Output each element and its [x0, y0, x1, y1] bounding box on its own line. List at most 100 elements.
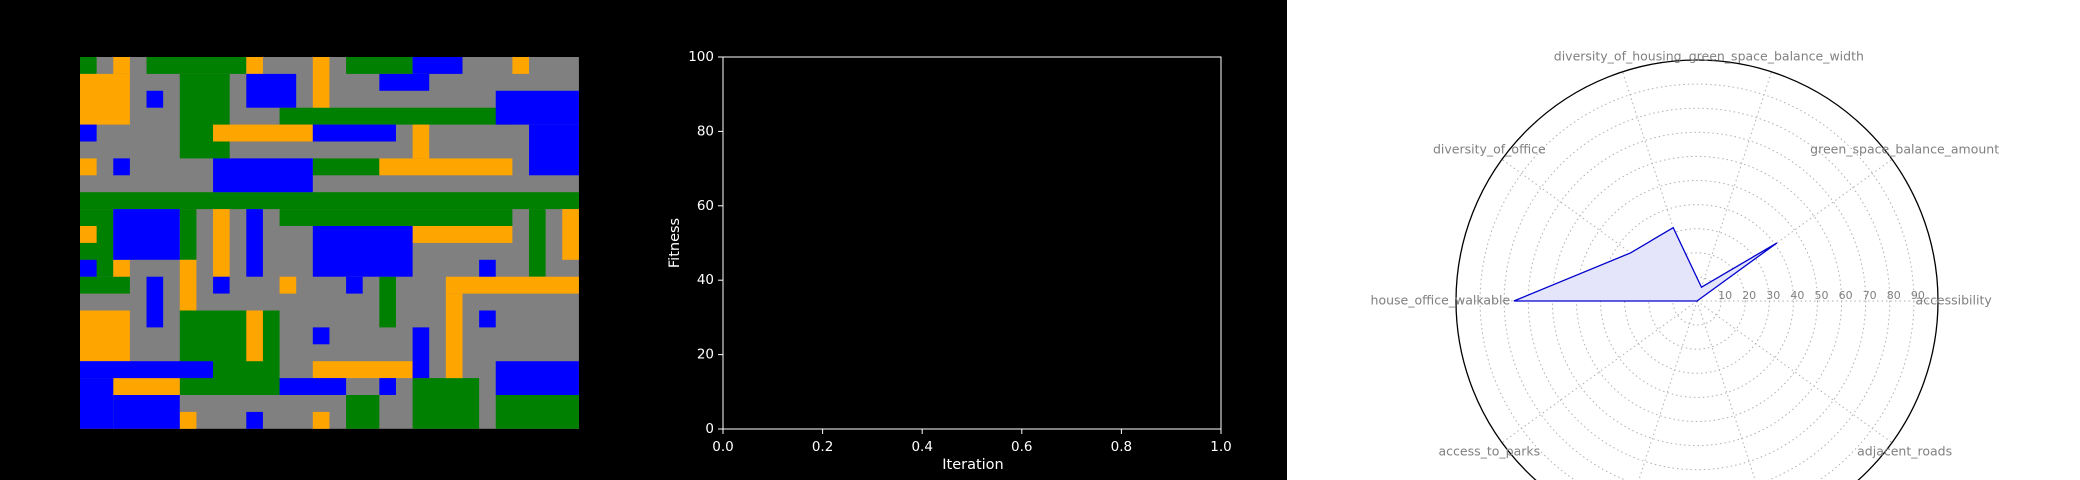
blue-cells: [80, 57, 579, 429]
map-cell: [279, 378, 347, 395]
map-cell: [312, 57, 330, 108]
x-tick-label: 0.6: [1011, 439, 1032, 455]
map-cell: [479, 259, 496, 277]
y-tick-label: 80: [697, 123, 714, 139]
map-cell: [80, 259, 97, 277]
map-cell: [246, 73, 297, 108]
map-cell: [246, 411, 263, 429]
r-tick-label: 30: [1766, 289, 1780, 302]
map-cell: [279, 209, 513, 226]
map-cell: [80, 378, 114, 429]
axis-label: house_office_walkable: [1371, 293, 1511, 308]
map-cell: [146, 276, 164, 328]
y-tick-label: 40: [697, 272, 714, 288]
axis-label: adjacent_roads: [1857, 443, 1952, 458]
axis-label: green_space_balance_amount: [1810, 142, 1999, 157]
map-cell: [80, 73, 130, 125]
map-cell: [495, 361, 579, 395]
map-cell: [312, 124, 396, 142]
map-cell: [213, 276, 230, 294]
map-cell: [246, 209, 263, 277]
map-cell: [179, 209, 197, 260]
radial-grid: [1503, 107, 1891, 480]
map-cell: [246, 57, 263, 74]
map-cell: [412, 57, 463, 74]
map-cell: [279, 107, 513, 125]
radar-area: [1513, 226, 1778, 302]
map-cell: [312, 411, 330, 429]
map-cell: [80, 124, 97, 142]
map-cell: [213, 209, 230, 294]
plot-frame: [722, 56, 1222, 430]
map-cell: [179, 411, 197, 429]
y-tick-label: 20: [697, 347, 714, 363]
map-cell: [412, 327, 430, 379]
map-cell: [346, 57, 413, 74]
map-cell: [379, 73, 430, 91]
map-cell: [246, 310, 263, 362]
r-tick-label: 90: [1911, 289, 1925, 302]
map-cell: [113, 259, 130, 277]
map-cell: [479, 310, 496, 328]
map-cell: [80, 192, 579, 210]
map-cell: [80, 57, 97, 74]
r-tick-label: 20: [1742, 289, 1756, 302]
map-cell: [312, 158, 380, 176]
map-cell: [213, 124, 313, 142]
map-cell: [80, 276, 130, 294]
axis-label: access_to_parks: [1439, 443, 1541, 458]
map-cell: [80, 226, 97, 243]
map-cell: [312, 327, 330, 345]
x-tick-label: 0.0: [712, 439, 733, 455]
map-cell: [113, 395, 180, 429]
map-cell: [346, 395, 380, 429]
map-cell: [562, 209, 579, 260]
map-cell: [412, 378, 480, 429]
map-cell: [113, 209, 180, 260]
map-cell: [529, 209, 546, 277]
map-cell: [312, 226, 413, 277]
map-cell: [495, 395, 579, 429]
map-cell: [279, 276, 297, 294]
map-cell: [179, 259, 197, 311]
x-axis-label: Iteration: [942, 457, 1004, 473]
green-cells: [80, 57, 579, 429]
map-cell: [80, 310, 130, 362]
map-cell: [445, 276, 579, 294]
x-tick-label: 0.4: [911, 439, 932, 455]
map-cell: [146, 90, 164, 108]
x-tick-label: 0.8: [1111, 439, 1132, 455]
map-cell: [412, 124, 430, 159]
map-cell: [512, 57, 530, 74]
orange-cells: [80, 57, 579, 429]
map-cell: [179, 310, 280, 395]
land-use-map: [80, 57, 579, 429]
map-cell: [80, 158, 97, 176]
light-panel: [1287, 0, 2080, 480]
radial-grid: [1648, 252, 1746, 350]
map-cell: [379, 158, 513, 176]
r-tick-label: 70: [1863, 289, 1877, 302]
map-cell: [346, 276, 363, 294]
r-tick-label: 60: [1839, 289, 1853, 302]
map-cell: [312, 361, 413, 379]
axis-label: diversity_of_office: [1433, 142, 1546, 157]
y-tick-label: 0: [705, 421, 714, 437]
axis-label: green_space_balance_width: [1689, 48, 1864, 63]
map-cell: [113, 158, 130, 176]
map-cell: [113, 57, 130, 74]
map-cell: [179, 73, 230, 159]
r-tick-label: 80: [1887, 289, 1901, 302]
map-cell: [146, 57, 247, 74]
map-cell: [495, 90, 579, 125]
x-tick-label: 1.0: [1210, 439, 1231, 455]
y-axis-label: Fitness: [667, 218, 683, 268]
map-cell: [445, 293, 463, 379]
map-cell: [529, 124, 579, 176]
r-tick-label: 10: [1718, 289, 1732, 302]
map-cell: [80, 361, 214, 379]
axis-label: diversity_of_housing: [1554, 48, 1682, 63]
map-cell: [379, 378, 396, 395]
